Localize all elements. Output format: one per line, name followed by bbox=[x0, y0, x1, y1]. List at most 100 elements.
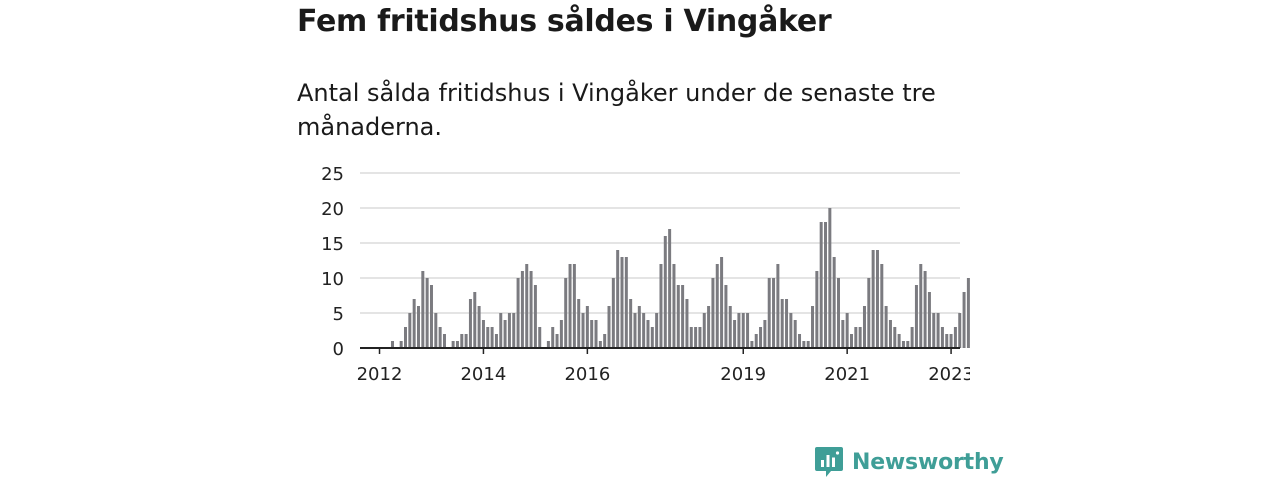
bar bbox=[451, 341, 455, 348]
x-tick-label: 2019 bbox=[720, 364, 766, 385]
bar bbox=[503, 320, 507, 348]
bar bbox=[620, 257, 624, 348]
bar bbox=[750, 341, 754, 348]
bar bbox=[555, 334, 559, 348]
y-tick-label: 15 bbox=[321, 234, 344, 255]
bar bbox=[733, 320, 737, 348]
bar bbox=[598, 341, 602, 348]
newsworthy-logo: Newsworthy bbox=[814, 445, 1004, 479]
bar bbox=[936, 313, 940, 348]
bar bbox=[897, 334, 901, 348]
bar bbox=[564, 278, 568, 348]
bar bbox=[914, 285, 918, 348]
bar bbox=[520, 271, 524, 348]
x-tick-label: 2023 bbox=[928, 364, 970, 385]
bar bbox=[811, 306, 815, 348]
bar bbox=[789, 313, 793, 348]
bar bbox=[802, 341, 806, 348]
bar bbox=[793, 320, 797, 348]
bar bbox=[776, 264, 780, 348]
bar bbox=[399, 341, 403, 348]
bar bbox=[910, 327, 914, 348]
bar bbox=[391, 341, 395, 348]
x-tick-label: 2016 bbox=[564, 364, 610, 385]
bar bbox=[828, 208, 832, 348]
bar bbox=[650, 327, 654, 348]
bar bbox=[477, 306, 481, 348]
bar bbox=[780, 299, 784, 348]
bar bbox=[707, 306, 711, 348]
bar bbox=[460, 334, 464, 348]
bar bbox=[434, 313, 438, 348]
bar bbox=[724, 285, 728, 348]
bar bbox=[533, 285, 537, 348]
bar bbox=[546, 341, 550, 348]
bar bbox=[486, 327, 490, 348]
bar bbox=[490, 327, 494, 348]
bar bbox=[529, 271, 533, 348]
bar bbox=[585, 306, 589, 348]
bar bbox=[525, 264, 529, 348]
bar bbox=[854, 327, 858, 348]
bar bbox=[949, 334, 953, 348]
bar bbox=[438, 327, 442, 348]
bar bbox=[507, 313, 511, 348]
y-tick-label: 0 bbox=[333, 339, 344, 360]
bar bbox=[404, 327, 407, 348]
bar bbox=[832, 257, 836, 348]
y-tick-label: 20 bbox=[321, 199, 344, 220]
bar bbox=[932, 313, 936, 348]
chart-subtitle: Antal sålda fritidshus i Vingåker under … bbox=[297, 79, 936, 141]
bar bbox=[728, 306, 732, 348]
bar bbox=[603, 334, 607, 348]
bar bbox=[862, 306, 866, 348]
bar bbox=[611, 278, 615, 348]
bar bbox=[702, 313, 706, 348]
bar bbox=[616, 250, 620, 348]
bar bbox=[412, 299, 416, 348]
bar bbox=[953, 327, 957, 348]
bar-chart-speech-bubble-icon bbox=[815, 447, 843, 477]
bar bbox=[824, 222, 828, 348]
y-tick-label: 10 bbox=[321, 269, 344, 290]
bar bbox=[966, 278, 970, 348]
bar bbox=[455, 341, 459, 348]
bar bbox=[815, 271, 819, 348]
bar bbox=[785, 299, 789, 348]
bar bbox=[655, 313, 659, 348]
bar bbox=[468, 299, 472, 348]
bar bbox=[772, 278, 776, 348]
bar bbox=[858, 327, 862, 348]
bar bbox=[919, 264, 923, 348]
bar bbox=[759, 327, 763, 348]
x-tick-label: 2014 bbox=[460, 364, 506, 385]
bar bbox=[481, 320, 485, 348]
bar bbox=[875, 250, 879, 348]
bar bbox=[559, 320, 563, 348]
bar bbox=[806, 341, 810, 348]
bar bbox=[888, 320, 892, 348]
bar bbox=[590, 320, 594, 348]
bar bbox=[624, 257, 628, 348]
bar bbox=[499, 313, 503, 348]
bar bbox=[798, 334, 802, 348]
bar bbox=[581, 313, 585, 348]
bar bbox=[668, 229, 672, 348]
bar bbox=[867, 278, 871, 348]
bar bbox=[737, 313, 741, 348]
bar bbox=[637, 306, 641, 348]
bar bbox=[819, 222, 823, 348]
bar bbox=[568, 264, 572, 348]
bar bbox=[906, 341, 910, 348]
bar bbox=[720, 257, 724, 348]
bar bbox=[512, 313, 516, 348]
bar bbox=[741, 313, 745, 348]
y-tick-label: 5 bbox=[333, 304, 344, 325]
x-tick-label: 2012 bbox=[357, 364, 403, 385]
bar-chart: 051015202552012201420162019202120232025 bbox=[321, 164, 970, 385]
bar bbox=[642, 313, 646, 348]
bar bbox=[572, 264, 576, 348]
bar bbox=[672, 264, 676, 348]
bar bbox=[516, 278, 520, 348]
bar bbox=[594, 320, 598, 348]
